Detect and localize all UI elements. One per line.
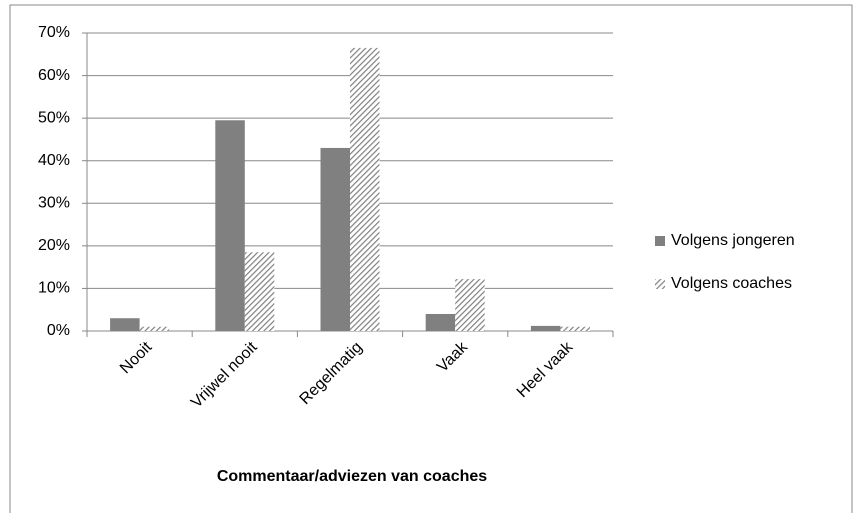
legend-swatch <box>655 236 665 246</box>
bar <box>215 120 245 332</box>
y-tick-label: 20% <box>38 237 70 254</box>
bar <box>560 326 590 331</box>
bar <box>530 325 561 331</box>
chart-frame <box>9 4 853 513</box>
legend-label: Volgens jongeren <box>671 232 795 249</box>
y-tick-label: 0% <box>47 322 70 339</box>
y-tick-label: 50% <box>38 109 70 126</box>
y-tick-label: 10% <box>38 280 70 297</box>
legend-swatch <box>655 279 665 289</box>
bar <box>320 147 350 331</box>
bar <box>455 279 485 331</box>
bar <box>350 47 380 332</box>
y-tick-label: 40% <box>38 152 70 169</box>
bar <box>139 326 170 331</box>
y-tick-label: 60% <box>38 67 70 84</box>
y-tick-label: 70% <box>38 24 70 41</box>
x-axis-title: Commentaar/adviezen van coaches <box>217 468 487 485</box>
bar <box>244 252 275 331</box>
legend-label: Volgens coaches <box>671 275 792 292</box>
bar <box>110 318 140 331</box>
y-tick-label: 30% <box>38 195 70 212</box>
bar <box>425 313 456 331</box>
